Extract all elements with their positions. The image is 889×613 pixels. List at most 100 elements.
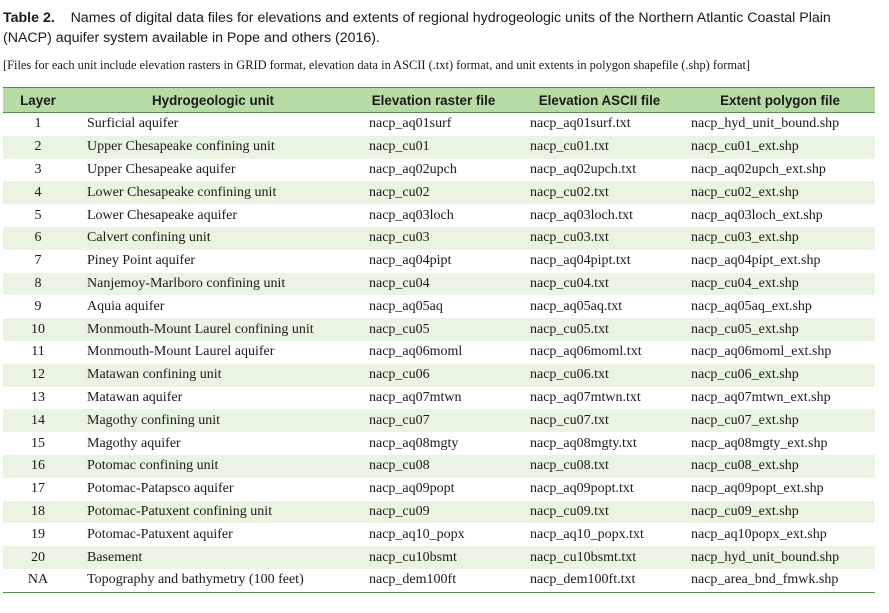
ascii-file-cell: nacp_cu04.txt bbox=[530, 275, 609, 291]
raster-file-cell: nacp_dem100ft bbox=[353, 568, 514, 593]
data-files-table: Layer Hydrogeologic unit Elevation raste… bbox=[3, 87, 875, 593]
raster-file-cell: nacp_aq09popt bbox=[369, 481, 455, 497]
unit-cell: Magothy aquifer bbox=[87, 435, 181, 451]
layer-cell: 6 bbox=[34, 230, 42, 246]
document: Table 2. Names of digital data files for… bbox=[3, 10, 875, 593]
table-row: 7 Piney Point aquifer nacp_aq04pipt nacp_aq… bbox=[3, 250, 875, 273]
table-row: 12 Matawan confining unit nacp_cu06 nacp_cu… bbox=[3, 363, 875, 387]
layer-cell: 15 bbox=[31, 435, 45, 451]
ascii-file-cell: nacp_aq04pipt.txt bbox=[530, 253, 631, 269]
polygon-file-cell: nacp_cu05_ext.shp bbox=[691, 321, 799, 337]
ascii-file-cell: nacp_cu01.txt bbox=[530, 139, 609, 155]
table-row: 18 Potomac-Patuxent confining unit nacp_cu… bbox=[3, 500, 875, 524]
layer-cell: 11 bbox=[31, 344, 45, 360]
unit-cell: Aquia aquifer bbox=[87, 298, 165, 314]
table-row: 9 Aquia aquifer nacp_aq05aq nacp_aq05aq.txt… bbox=[3, 295, 875, 318]
raster-file-cell: nacp_cu07 bbox=[369, 412, 430, 428]
unit-cell: Upper Chesapeake confining unit bbox=[87, 139, 275, 155]
table-row: 15 Magothy aquifer nacp_aq08mgty nacp_aq08m… bbox=[3, 432, 875, 455]
polygon-file-cell: nacp_aq02upch_ext.shp bbox=[691, 161, 826, 177]
ascii-file-cell: nacp_aq08mgty.txt bbox=[530, 435, 637, 451]
ascii-file-cell: nacp_cu09.txt bbox=[530, 503, 609, 519]
polygon-file-cell: nacp_area_bnd_fmwk.shp bbox=[685, 568, 875, 593]
ascii-file-cell: nacp_aq09popt.txt bbox=[530, 481, 634, 497]
table-row: 3 Upper Chesapeake aquifer nacp_aq02upch na… bbox=[3, 159, 875, 182]
layer-cell: 12 bbox=[31, 367, 45, 383]
polygon-file-cell: nacp_cu03_ext.shp bbox=[691, 230, 799, 246]
layer-cell: 20 bbox=[31, 549, 45, 565]
raster-file-cell: nacp_cu06 bbox=[369, 367, 430, 383]
raster-file-cell: nacp_cu10bsmt bbox=[369, 549, 457, 565]
column-header-elevation-raster-file: Elevation raster file bbox=[353, 87, 514, 113]
table-caption-label: Table 2. bbox=[3, 10, 55, 26]
layer-cell: 1 bbox=[34, 116, 42, 132]
layer-cell: 9 bbox=[34, 298, 42, 314]
unit-cell: Potomac-Patapsco aquifer bbox=[87, 481, 234, 497]
table-header-row: Layer Hydrogeologic unit Elevation raste… bbox=[3, 87, 875, 113]
unit-cell: Nanjemoy-Marlboro confining unit bbox=[87, 275, 286, 291]
ascii-file-cell: nacp_cu02.txt bbox=[530, 184, 609, 200]
polygon-file-cell: nacp_hyd_unit_bound.shp bbox=[691, 549, 840, 565]
layer-cell: 16 bbox=[31, 458, 45, 474]
column-header-extent-polygon-file: Extent polygon file bbox=[685, 87, 875, 113]
column-header-elevation-ascii-file: Elevation ASCII file bbox=[514, 87, 685, 113]
polygon-file-cell: nacp_aq10popx_ext.shp bbox=[691, 526, 827, 542]
raster-file-cell: nacp_aq05aq bbox=[369, 298, 443, 314]
table-row: 5 Lower Chesapeake aquifer nacp_aq03loch na… bbox=[3, 204, 875, 227]
layer-cell: 5 bbox=[34, 207, 42, 223]
raster-file-cell: nacp_aq01surf bbox=[369, 116, 452, 132]
ascii-file-cell: nacp_dem100ft.txt bbox=[514, 568, 685, 593]
raster-file-cell: nacp_aq10_popx bbox=[369, 526, 465, 542]
column-header-hydrogeologic-unit: Hydrogeologic unit bbox=[73, 87, 353, 113]
unit-cell: Calvert confining unit bbox=[87, 230, 211, 246]
unit-cell: Piney Point aquifer bbox=[87, 253, 196, 269]
polygon-file-cell: nacp_hyd_unit_bound.shp bbox=[691, 116, 840, 132]
unit-cell: Upper Chesapeake aquifer bbox=[87, 161, 236, 177]
table-row: 8 Nanjemoy-Marlboro confining unit nacp_cu… bbox=[3, 272, 875, 296]
table-row: 19 Potomac-Patuxent aquifer nacp_aq10_popx… bbox=[3, 523, 875, 546]
unit-cell: Matawan confining unit bbox=[87, 367, 222, 383]
raster-file-cell: nacp_aq04pipt bbox=[369, 253, 452, 269]
raster-file-cell: nacp_cu04 bbox=[369, 275, 430, 291]
table-row: 10 Monmouth-Mount Laurel confining unit na… bbox=[3, 318, 875, 341]
polygon-file-cell: nacp_cu06_ext.shp bbox=[691, 367, 799, 383]
layer-cell: 18 bbox=[31, 503, 45, 519]
ascii-file-cell: nacp_aq01surf.txt bbox=[530, 116, 631, 132]
polygon-file-cell: nacp_aq08mgty_ext.shp bbox=[691, 435, 828, 451]
raster-file-cell: nacp_aq02upch bbox=[369, 161, 457, 177]
polygon-file-cell: nacp_aq07mtwn_ext.shp bbox=[691, 389, 831, 405]
unit-cell: Potomac-Patuxent aquifer bbox=[87, 526, 233, 542]
unit-cell: Potomac confining unit bbox=[87, 458, 219, 474]
ascii-file-cell: nacp_cu05.txt bbox=[530, 321, 609, 337]
table-row: 1 Surficial aquifer nacp_aq01surf nacp_aq01… bbox=[3, 113, 875, 136]
polygon-file-cell: nacp_aq04pipt_ext.shp bbox=[691, 253, 821, 269]
polygon-file-cell: nacp_cu02_ext.shp bbox=[691, 184, 799, 200]
raster-file-cell: nacp_cu03 bbox=[369, 230, 430, 246]
layer-cell: 14 bbox=[31, 412, 45, 428]
unit-cell: Surficial aquifer bbox=[87, 116, 179, 132]
layer-cell: 17 bbox=[31, 481, 45, 497]
unit-cell: Lower Chesapeake confining unit bbox=[87, 184, 277, 200]
ascii-file-cell: nacp_aq07mtwn.txt bbox=[530, 389, 641, 405]
table-row: 6 Calvert confining unit nacp_cu03 nacp_cu0… bbox=[3, 226, 875, 250]
raster-file-cell: nacp_aq07mtwn bbox=[369, 389, 462, 405]
raster-file-cell: nacp_cu08 bbox=[369, 458, 430, 474]
ascii-file-cell: nacp_cu10bsmt.txt bbox=[530, 549, 637, 565]
polygon-file-cell: nacp_cu09_ext.shp bbox=[691, 503, 799, 519]
polygon-file-cell: nacp_cu08_ext.shp bbox=[691, 458, 799, 474]
ascii-file-cell: nacp_cu03.txt bbox=[530, 230, 609, 246]
polygon-file-cell: nacp_cu04_ext.shp bbox=[691, 275, 799, 291]
unit-cell: Basement bbox=[87, 549, 143, 565]
table-caption-text: Names of digital data files for elevatio… bbox=[3, 10, 831, 46]
ascii-file-cell: nacp_aq05aq.txt bbox=[530, 298, 623, 314]
raster-file-cell: nacp_cu01 bbox=[369, 139, 430, 155]
layer-cell: 19 bbox=[31, 526, 45, 542]
layer-cell: 3 bbox=[34, 161, 42, 177]
raster-file-cell: nacp_cu02 bbox=[369, 184, 430, 200]
table-row: 11 Monmouth-Mount Laurel aquifer nacp_aq06… bbox=[3, 341, 875, 364]
polygon-file-cell: nacp_cu01_ext.shp bbox=[691, 139, 799, 155]
polygon-file-cell: nacp_aq06moml_ext.shp bbox=[691, 344, 832, 360]
unit-cell: Monmouth-Mount Laurel confining unit bbox=[87, 321, 314, 337]
table-row: 16 Potomac confining unit nacp_cu08 nacp_cu… bbox=[3, 454, 875, 478]
polygon-file-cell: nacp_cu07_ext.shp bbox=[691, 412, 799, 428]
